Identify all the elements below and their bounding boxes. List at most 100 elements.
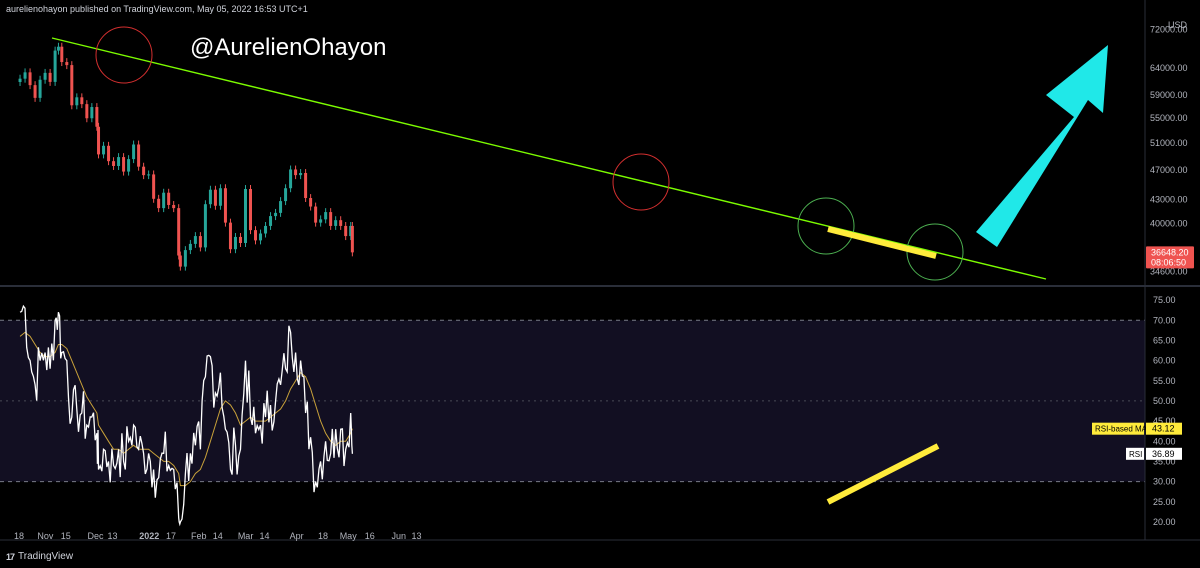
rsi-tick-label: 65.00: [1153, 335, 1176, 345]
candle-body: [60, 46, 64, 63]
candle-body: [324, 212, 328, 220]
candle-body: [269, 216, 273, 226]
candle-body: [314, 206, 318, 223]
candle-body: [350, 225, 354, 253]
time-tick-label: 13: [412, 531, 422, 541]
annotation-circle: [797, 197, 855, 255]
candle-body: [75, 97, 79, 106]
candle-body: [183, 250, 187, 267]
time-tick-label: May: [340, 531, 358, 541]
candle-body: [339, 220, 343, 226]
rsi-value-label: 36.89: [1152, 449, 1175, 459]
watermark-text: @AurelienOhayon: [190, 34, 386, 61]
candle-body: [112, 161, 116, 166]
candle-body: [223, 188, 227, 223]
annotation-circle: [906, 223, 964, 281]
candle-body: [33, 85, 37, 98]
price-tick-label: 34600.00: [1150, 266, 1188, 276]
candle-body: [238, 236, 242, 244]
annotation-circle: [612, 153, 670, 211]
candle-body: [157, 198, 161, 209]
candle-body: [203, 204, 207, 248]
candle-body: [259, 233, 263, 241]
candle-body: [18, 78, 22, 82]
candle-body: [65, 62, 69, 66]
rsi-ma-value-badge: [1146, 422, 1182, 435]
candle-body: [132, 144, 136, 160]
candle-body: [53, 50, 57, 82]
candle-body: [167, 192, 171, 205]
candle-body: [284, 188, 288, 202]
candle-body: [117, 157, 121, 166]
rsi-rising-lows-highlight: [826, 443, 940, 505]
last-price-badge: [1146, 246, 1194, 269]
candle-body: [127, 159, 131, 172]
candle-body: [97, 126, 101, 155]
tradingview-logo-icon: 17: [6, 551, 15, 562]
candle-body: [43, 72, 47, 80]
footer-brand-label: TradingView: [18, 551, 74, 562]
time-tick-label: 14: [260, 531, 270, 541]
candle-body: [80, 97, 84, 105]
rsi-ma-legend-label: RSI-based MA: [1095, 425, 1148, 434]
candle-body: [294, 169, 298, 176]
currency-label: USD: [1168, 20, 1188, 30]
candle-body: [70, 65, 74, 106]
rsi-line: [19, 304, 354, 527]
price-tick-label: 64000.00: [1150, 63, 1188, 73]
countdown-label: 08:06:50: [1151, 257, 1186, 267]
rsi-tick-label: 30.00: [1153, 477, 1176, 487]
time-tick-label: Mar: [238, 531, 254, 541]
footer-brand[interactable]: 17 TradingView: [6, 551, 73, 562]
candle-body: [147, 174, 151, 176]
time-tick-label: 14: [213, 531, 223, 541]
price-tick-label: 55000.00: [1150, 113, 1188, 123]
rsi-tick-label: 70.00: [1153, 315, 1176, 325]
candle-body: [198, 236, 202, 248]
candle-body: [38, 79, 42, 98]
price-tick-label: 47000.00: [1150, 165, 1188, 175]
candle-body: [208, 189, 212, 205]
candle-body: [274, 212, 278, 217]
time-tick-label: 18: [14, 531, 24, 541]
candle-body: [249, 188, 252, 231]
candle-body: [178, 255, 182, 267]
candle-body: [48, 72, 52, 82]
rsi-tick-label: 20.00: [1153, 517, 1176, 527]
rsi-ma-line: [19, 331, 353, 487]
candle-body: [243, 188, 247, 244]
candle-body: [142, 166, 146, 176]
candle-body: [299, 172, 303, 176]
rsi-legend-tag: [1126, 447, 1144, 460]
time-tick-label: Feb: [191, 531, 207, 541]
candle-body: [172, 204, 176, 209]
trendline: [51, 37, 1047, 280]
rsi-ma-value-label: 43.12: [1152, 424, 1175, 434]
candle-body: [162, 192, 166, 209]
candle-body: [152, 174, 156, 199]
time-tick-label: Dec: [88, 531, 105, 541]
rsi-tick-label: 75.00: [1153, 295, 1176, 305]
publisher-header: aurelienohayon published on TradingView.…: [6, 4, 308, 14]
candle-body: [309, 198, 313, 207]
time-tick-label: Apr: [290, 531, 304, 541]
candle-body: [137, 144, 141, 167]
time-tick-label: Jun: [391, 531, 406, 541]
candle-body: [319, 219, 323, 223]
candle-body: [56, 46, 60, 51]
candle-body: [334, 220, 338, 226]
candle-body: [28, 72, 32, 86]
candle-body: [264, 225, 268, 234]
candle-body: [289, 169, 293, 189]
rsi-tick-label: 55.00: [1153, 376, 1176, 386]
candle-body: [233, 236, 237, 250]
price-tick-label: 43000.00: [1150, 195, 1188, 205]
time-tick-label: 17: [166, 531, 176, 541]
candle-body: [349, 225, 353, 237]
price-tick-label: 72000.00: [1150, 24, 1188, 34]
time-tick-label: 2022: [139, 531, 159, 541]
rsi-tick-label: 40.00: [1153, 436, 1176, 446]
candle-body: [344, 225, 348, 237]
time-tick-label: Nov: [37, 531, 54, 541]
rsi-tick-label: 25.00: [1153, 497, 1176, 507]
